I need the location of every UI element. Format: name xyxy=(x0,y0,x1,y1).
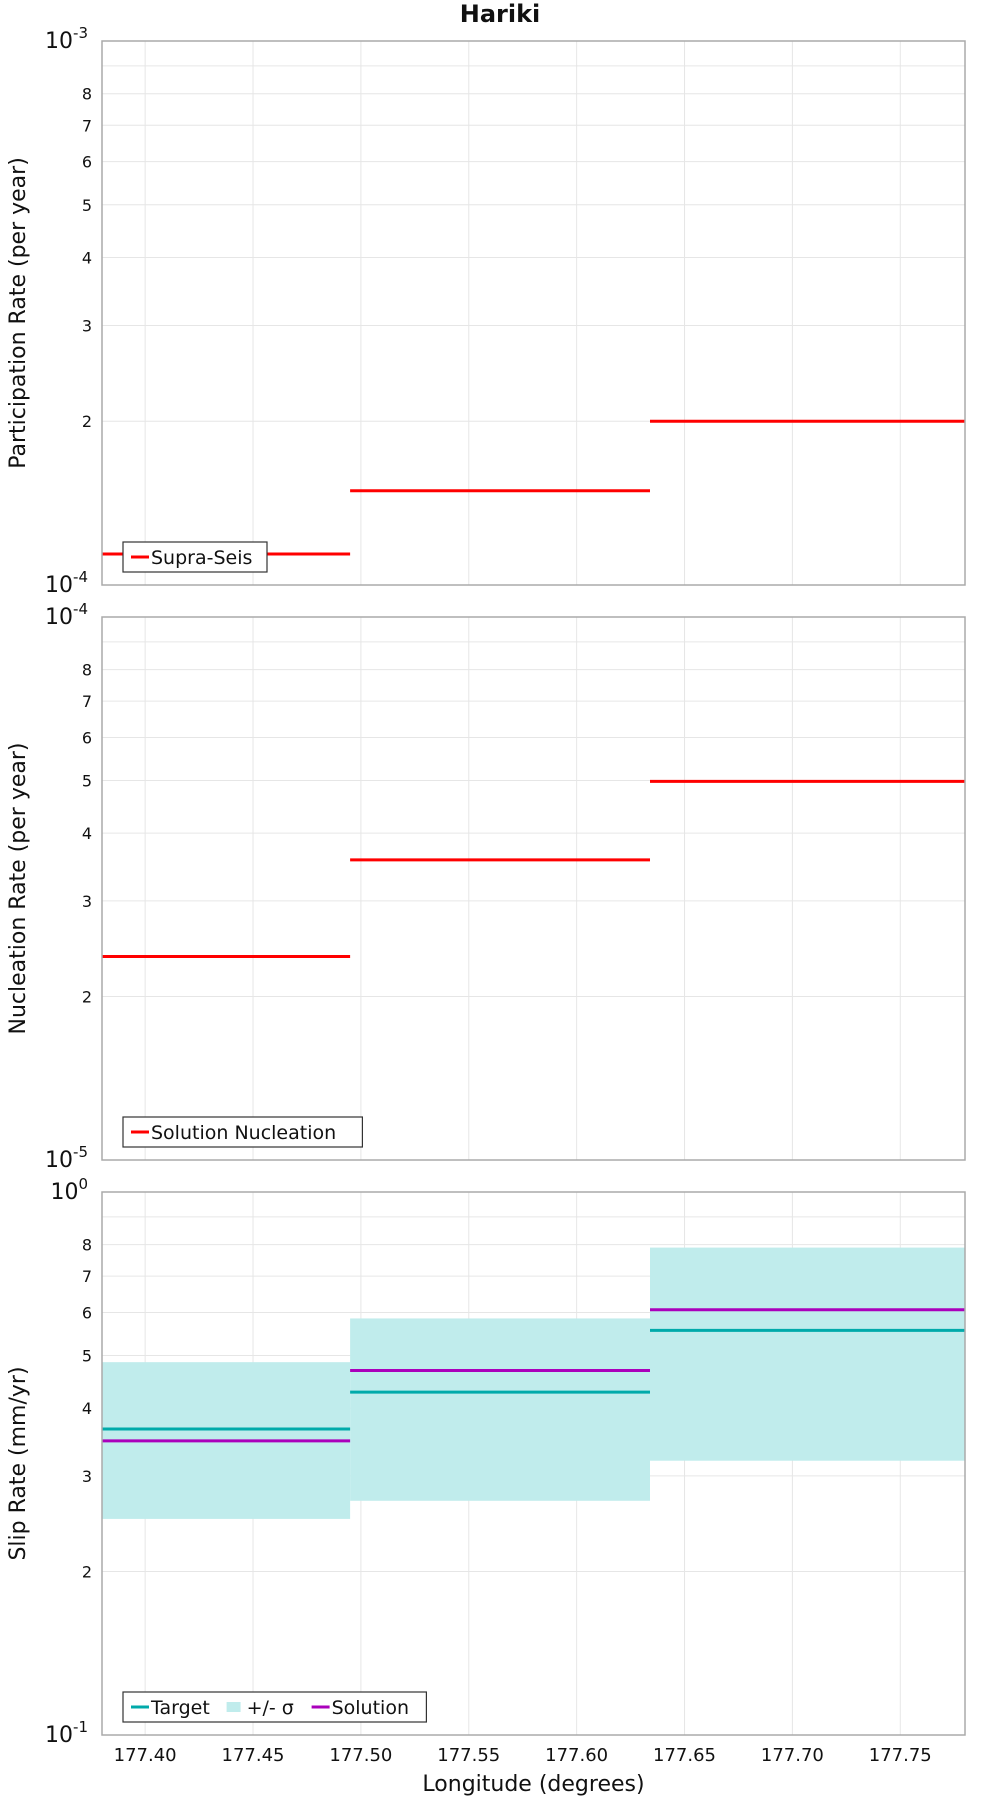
panel-3: 2 3 4 5 6 7 8 100 10-1 Slip Rate (mm/yr) Target +/-… xyxy=(6,1175,966,1797)
legend-label: Solution Nucleation xyxy=(151,1122,336,1144)
sigma-band xyxy=(650,1247,965,1461)
plot-frame xyxy=(101,1191,966,1736)
y-axis-label: Slip Rate (mm/yr) xyxy=(6,1366,31,1560)
y-tick-label: 2 xyxy=(82,1563,92,1582)
y-tick-label: 8 xyxy=(82,85,92,104)
y-tick-label: 8 xyxy=(82,661,92,680)
plot-frame xyxy=(101,616,966,1161)
y-tick-label: 7 xyxy=(82,116,92,135)
y-decade-label: 10-4 xyxy=(45,568,88,598)
plot-area xyxy=(102,617,965,1160)
x-tick-label: 177.60 xyxy=(545,1745,608,1766)
sigma-band xyxy=(350,1318,651,1501)
legend-swatch-band xyxy=(226,1702,241,1712)
legend: Target +/- σ Solution xyxy=(122,1691,427,1723)
x-axis-label: Longitude (degrees) xyxy=(422,1772,644,1797)
x-tick-label: 177.70 xyxy=(761,1745,824,1766)
y-tick-label: 3 xyxy=(82,1467,92,1486)
legend-label: Supra-Seis xyxy=(151,547,252,569)
y-tick-label: 4 xyxy=(82,248,92,267)
y-decade-label: 10-3 xyxy=(45,24,88,54)
y-tick-label: 5 xyxy=(82,1346,92,1365)
y-decade-label: 10-5 xyxy=(45,1143,88,1173)
x-tick-label: 177.50 xyxy=(329,1745,392,1766)
y-tick-label: 4 xyxy=(82,1399,92,1418)
y-tick-label: 7 xyxy=(82,1267,92,1286)
y-tick-label: 2 xyxy=(82,412,92,431)
plot-frame xyxy=(101,40,966,586)
y-tick-label: 8 xyxy=(82,1236,92,1255)
legend: Supra-Seis xyxy=(122,541,268,573)
y-tick-label: 6 xyxy=(82,728,92,747)
panel-2: 2 3 4 5 6 7 8 10-4 10-5 Nucleation Rate (per year… xyxy=(6,600,966,1173)
y-decade-label: 10-1 xyxy=(45,1718,88,1748)
panel-1: 2 3 4 5 6 7 8 10-3 10-4 Participation Rate (per y… xyxy=(6,24,966,598)
legend-box xyxy=(122,1691,427,1723)
y-tick-label: 7 xyxy=(82,692,92,711)
legend-label: Solution xyxy=(332,1697,409,1719)
x-tick-label: 177.45 xyxy=(222,1745,285,1766)
y-tick-label: 3 xyxy=(82,892,92,911)
y-decade-label: 10-4 xyxy=(45,600,88,630)
y-tick-label: 3 xyxy=(82,316,92,335)
legend-label: +/- σ xyxy=(247,1697,294,1719)
x-tick-label: 177.40 xyxy=(114,1745,177,1766)
x-tick-label: 177.55 xyxy=(437,1745,500,1766)
y-tick-label: 2 xyxy=(82,988,92,1007)
y-axis-label: Nucleation Rate (per year) xyxy=(6,743,31,1035)
y-decade-label: 100 xyxy=(50,1175,88,1205)
y-tick-label: 4 xyxy=(82,824,92,843)
y-tick-label: 6 xyxy=(82,1303,92,1322)
legend: Solution Nucleation xyxy=(122,1116,363,1148)
y-tick-label: 5 xyxy=(82,196,92,215)
plot-area xyxy=(102,41,965,585)
x-tick-label: 177.75 xyxy=(869,1745,932,1766)
legend-label: Target xyxy=(150,1697,210,1719)
y-axis-label: Participation Rate (per year) xyxy=(6,157,31,469)
chart-title: Hariki xyxy=(460,0,541,28)
legend-box xyxy=(122,1116,363,1148)
y-tick-label: 6 xyxy=(82,153,92,172)
y-tick-label: 5 xyxy=(82,771,92,790)
x-tick-label: 177.65 xyxy=(653,1745,716,1766)
